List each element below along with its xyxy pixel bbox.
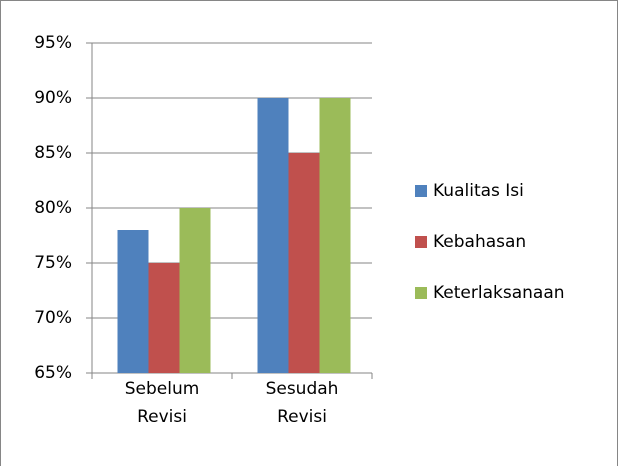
bar xyxy=(319,98,351,373)
bar xyxy=(257,98,289,373)
legend-swatch xyxy=(415,236,427,248)
y-tick-label: 95% xyxy=(34,33,72,53)
y-tick-label: 80% xyxy=(34,198,72,218)
bar xyxy=(148,263,180,373)
legend-swatch xyxy=(415,287,427,299)
x-tick-label: Sebelum Revisi xyxy=(124,379,200,427)
legend-label: Keterlaksanaan xyxy=(433,283,565,303)
y-tick-label: 70% xyxy=(34,308,72,328)
y-tick-label: 90% xyxy=(34,88,72,108)
legend-label: Kualitas Isi xyxy=(433,181,524,201)
legend-swatch xyxy=(415,185,427,197)
y-tick-label: 85% xyxy=(34,143,72,163)
y-tick-label: 75% xyxy=(34,253,72,273)
bar xyxy=(288,153,320,373)
bar xyxy=(117,230,149,373)
x-tick-label: Sesudah Revisi xyxy=(265,379,339,427)
bar xyxy=(179,208,211,373)
y-tick-label: 65% xyxy=(34,363,72,383)
legend-label: Kebahasan xyxy=(433,232,526,252)
